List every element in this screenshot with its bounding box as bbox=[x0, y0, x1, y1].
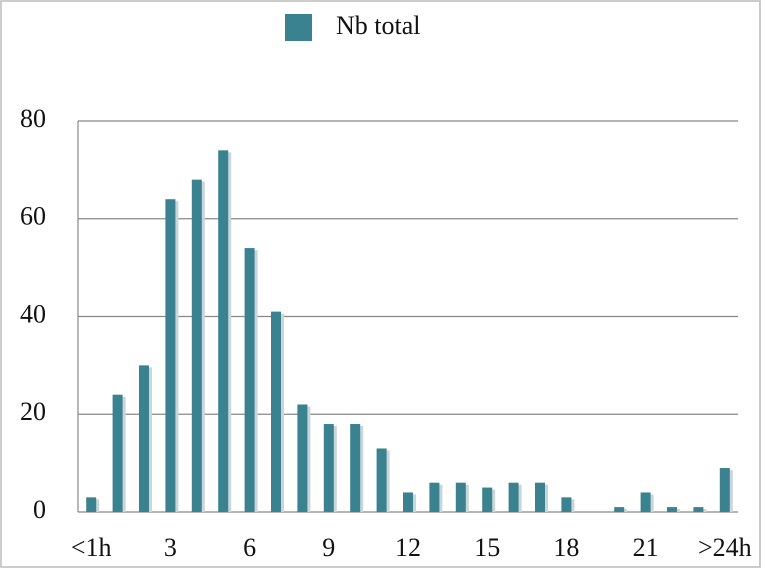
bar bbox=[482, 487, 493, 512]
bar bbox=[403, 492, 413, 512]
x-tick-label: 9 bbox=[322, 533, 335, 562]
bar bbox=[561, 497, 572, 512]
y-tick-label: 20 bbox=[20, 397, 46, 426]
bar bbox=[139, 365, 149, 512]
x-tick-label: >24h bbox=[698, 533, 752, 562]
bar bbox=[693, 507, 704, 512]
bar bbox=[297, 404, 308, 512]
bar bbox=[112, 394, 123, 512]
bar bbox=[429, 482, 440, 512]
y-tick-label: 0 bbox=[33, 495, 46, 524]
bar bbox=[719, 468, 730, 512]
x-tick-label: <1h bbox=[71, 533, 112, 562]
x-tick-label: 3 bbox=[164, 533, 177, 562]
bar bbox=[376, 448, 387, 512]
bar bbox=[667, 507, 677, 512]
bar bbox=[218, 150, 229, 512]
x-tick-label: 15 bbox=[474, 533, 500, 562]
bar bbox=[271, 311, 281, 512]
legend-swatch bbox=[285, 14, 312, 41]
y-tick-label: 40 bbox=[20, 299, 46, 328]
bar bbox=[535, 482, 545, 512]
x-tick-label: 18 bbox=[553, 533, 579, 562]
bar bbox=[640, 492, 651, 512]
y-tick-label: 60 bbox=[20, 202, 46, 231]
x-tick-label: 12 bbox=[395, 533, 421, 562]
bar bbox=[244, 248, 255, 512]
bar bbox=[508, 482, 519, 512]
bar bbox=[86, 497, 97, 512]
bar bbox=[350, 424, 361, 512]
bar bbox=[165, 199, 176, 512]
x-tick-label: 21 bbox=[633, 533, 659, 562]
bar bbox=[455, 482, 466, 512]
bar bbox=[191, 179, 202, 512]
legend-label: Nb total bbox=[336, 11, 421, 40]
bar bbox=[614, 507, 625, 512]
bar bbox=[323, 424, 334, 512]
x-tick-label: 6 bbox=[243, 533, 256, 562]
y-tick-label: 80 bbox=[20, 104, 46, 133]
